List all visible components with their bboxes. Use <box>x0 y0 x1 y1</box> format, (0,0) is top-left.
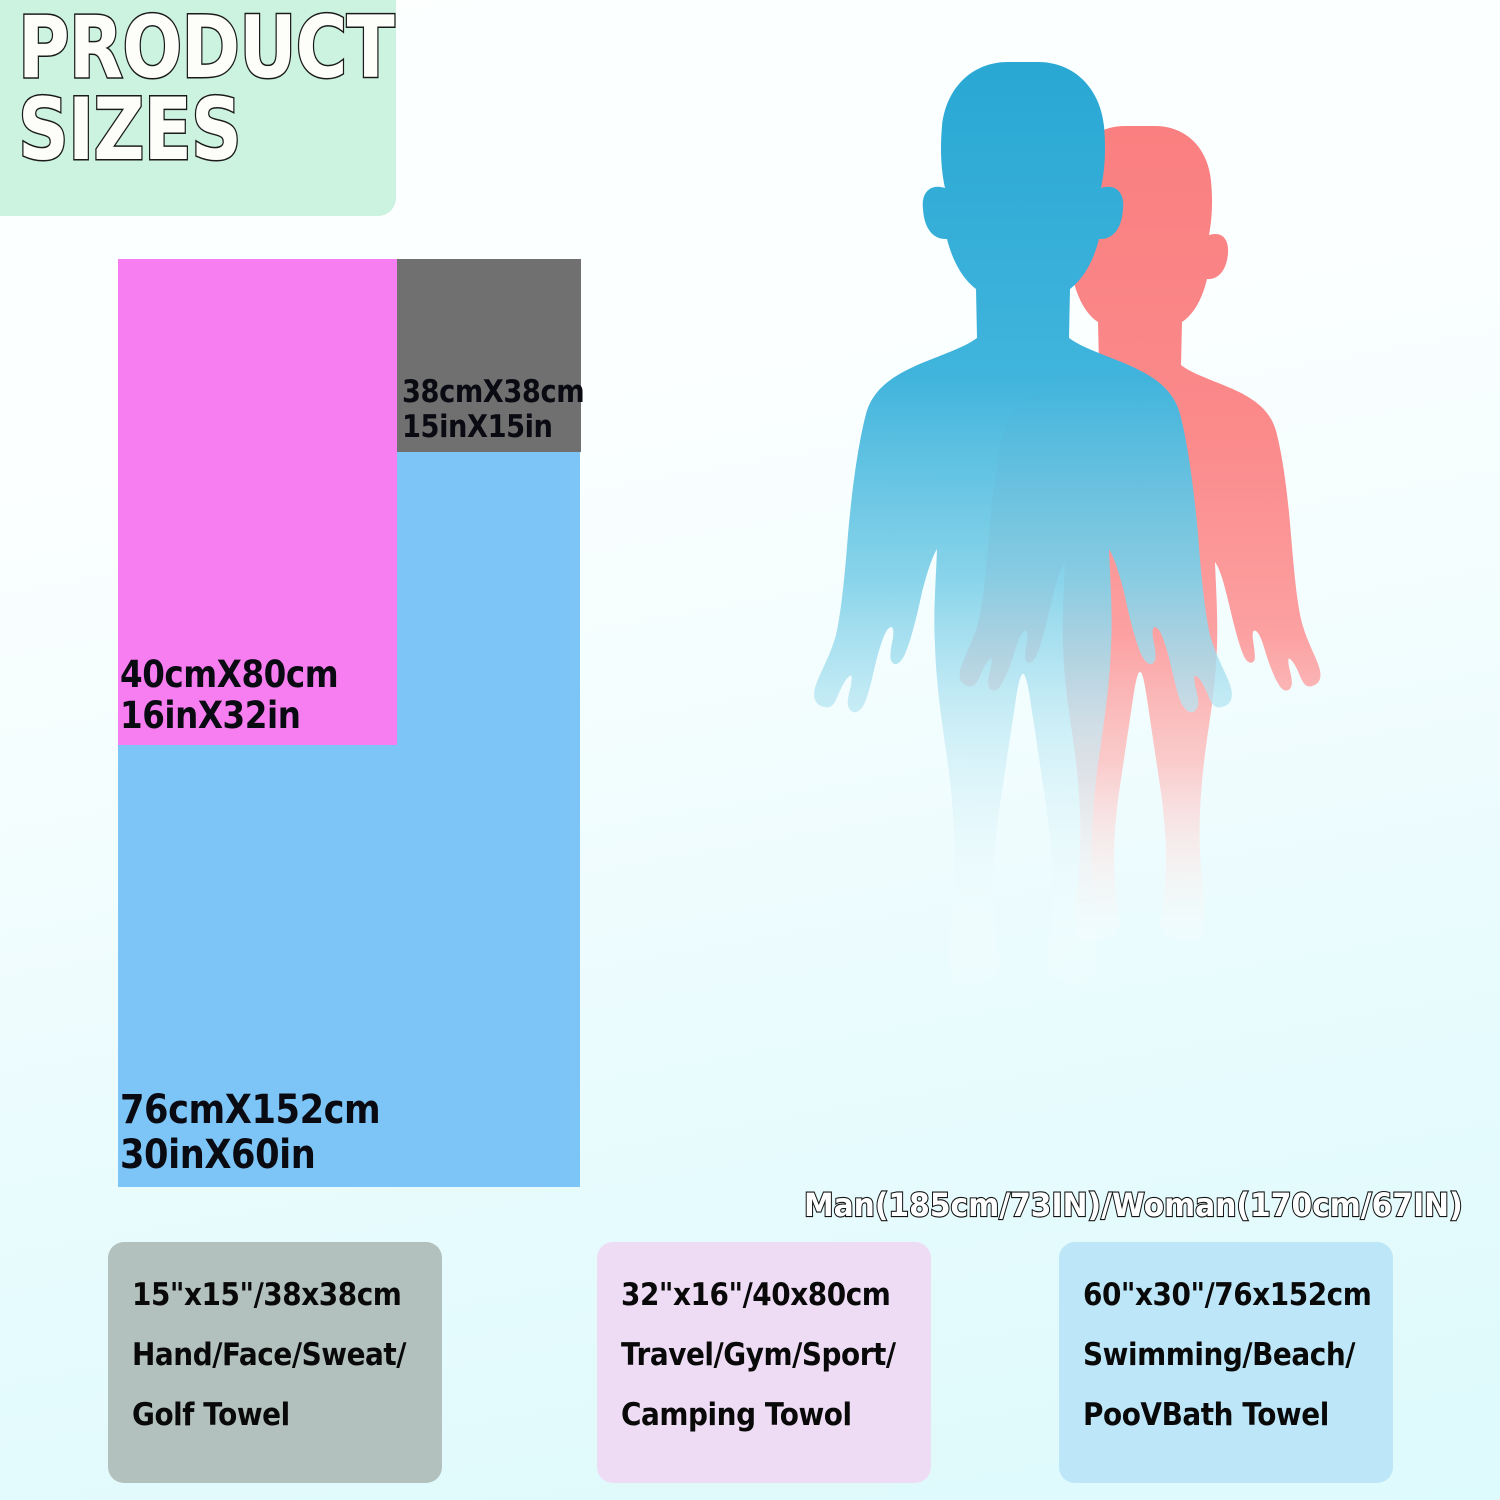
caption-size-gym-towel: 32"x16"/40x80cm <box>621 1277 891 1313</box>
caption-size-bath-towel: 60"x30"/76x152cm <box>1083 1277 1372 1313</box>
caption-use-gym-towel-line1: Travel/Gym/Sport/ <box>621 1337 896 1373</box>
swatch-label-hand-towel: 38cmX38cm 15inX15in <box>402 374 585 445</box>
caption-use-bath-towel-line2: PooVBath Towel <box>1083 1397 1329 1433</box>
caption-card-bath-towel: 60"x30"/76x152cm Swimming/Beach/ PooVBat… <box>1059 1242 1393 1483</box>
human-silhouettes <box>780 40 1380 1210</box>
swatch-gym-towel <box>118 259 397 745</box>
page-title: PRODUCT SIZES <box>17 0 396 180</box>
swatch-hand-towel <box>397 259 581 452</box>
title-card: PRODUCT SIZES <box>0 0 396 216</box>
caption-use-bath-towel-line1: Swimming/Beach/ <box>1083 1337 1356 1373</box>
caption-use-gym-towel-line2: Camping Towol <box>621 1397 852 1433</box>
caption-card-gym-towel: 32"x16"/40x80cm Travel/Gym/Sport/ Campin… <box>597 1242 931 1483</box>
swatch-label-gym-towel: 40cmX80cm 16inX32in <box>120 653 339 738</box>
caption-use-hand-towel-line1: Hand/Face/Sweat/ <box>132 1337 407 1373</box>
man-silhouette <box>814 62 1232 985</box>
caption-card-hand-towel: 15"x15"/38x38cm Hand/Face/Sweat/ Golf To… <box>108 1242 442 1483</box>
caption-size-hand-towel: 15"x15"/38x38cm <box>132 1277 402 1313</box>
swatch-label-bath-towel: 76cmX152cm 30inX60in <box>120 1087 381 1178</box>
height-caption: Man(185cm/73IN)/Woman(170cm/67IN) <box>803 1185 1464 1225</box>
caption-use-hand-towel-line2: Golf Towel <box>132 1397 290 1433</box>
